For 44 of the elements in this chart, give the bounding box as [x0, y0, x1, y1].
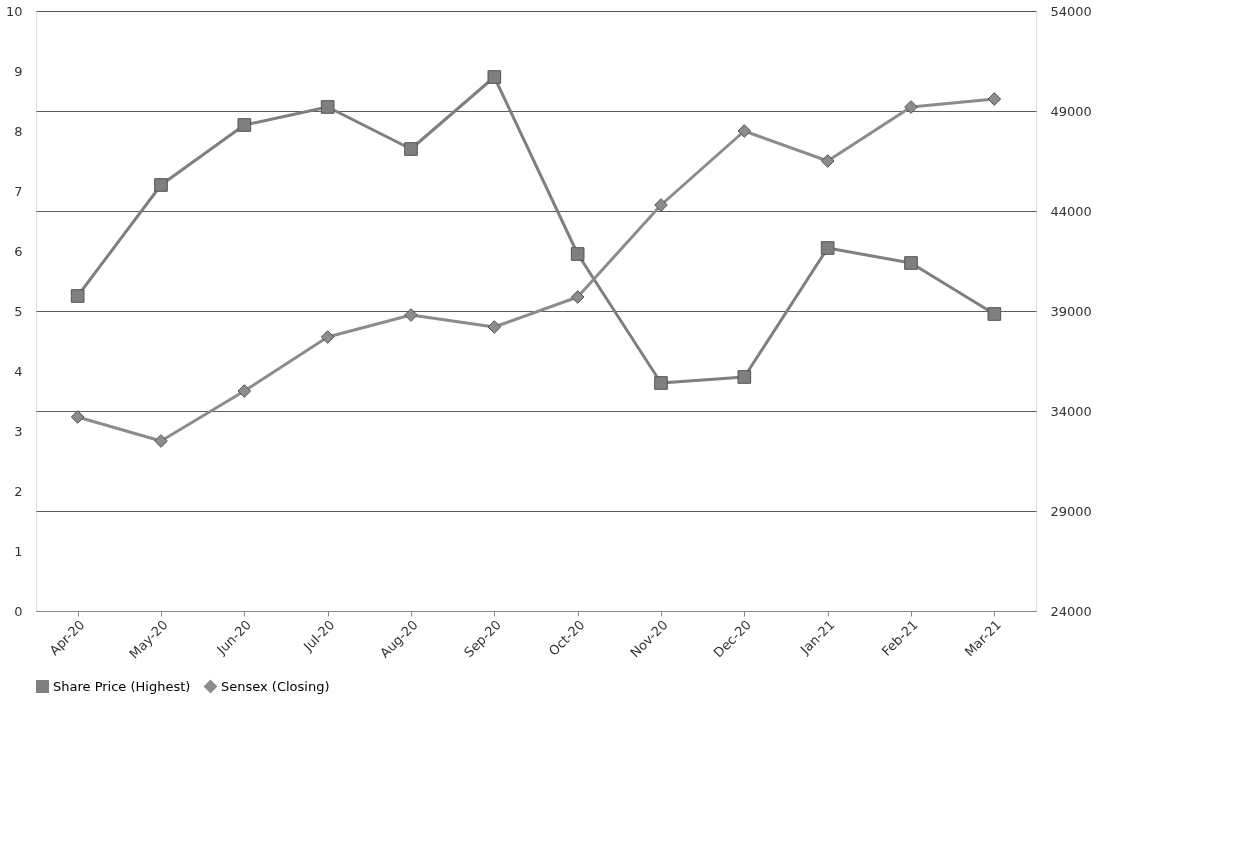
- point: [320, 330, 335, 344]
- y-tick-label: 7: [14, 183, 23, 199]
- point: [820, 154, 835, 168]
- y2-tick-label: 29000: [1050, 503, 1092, 519]
- point: [154, 178, 168, 192]
- y-tick-label: 4: [14, 363, 23, 379]
- point: [404, 308, 418, 322]
- y2-tick-label: 44000: [1050, 203, 1092, 219]
- y2-tick-label: 39000: [1050, 303, 1092, 319]
- point: [487, 320, 502, 334]
- point: [320, 100, 335, 114]
- y-tick-label: 1: [14, 543, 23, 559]
- y2-tick-label: 24000: [1050, 603, 1092, 619]
- point: [737, 124, 752, 138]
- point: [570, 290, 585, 304]
- point: [404, 142, 418, 156]
- point: [70, 410, 85, 424]
- point: [237, 118, 252, 132]
- point: [904, 100, 918, 114]
- point: [570, 247, 585, 261]
- point: [987, 92, 1002, 106]
- y-tick-label: 0: [14, 603, 23, 619]
- y-tick-label: 8: [14, 123, 23, 139]
- point: [70, 289, 85, 303]
- point: [904, 256, 918, 270]
- legend-label: Share Price (Highest): [53, 678, 191, 694]
- legend-label: Sensex (Closing): [221, 678, 330, 694]
- point: [987, 307, 1002, 321]
- y-tick-label: 5: [14, 303, 23, 319]
- y-tick-label: 3: [14, 423, 23, 439]
- point: [820, 241, 835, 255]
- y-tick-label: 9: [14, 63, 23, 79]
- point: [654, 376, 668, 390]
- y-tick-label: 6: [14, 243, 23, 259]
- y2-tick-label: 54000: [1050, 3, 1092, 19]
- point: [487, 70, 502, 84]
- point: [237, 384, 252, 398]
- y2-tick-label: 49000: [1050, 103, 1092, 119]
- y-tick-label: 10: [5, 3, 23, 19]
- point: [654, 198, 668, 212]
- y-tick-label: 2: [14, 483, 23, 499]
- y2-tick-label: 34000: [1050, 403, 1092, 419]
- point: [737, 370, 752, 384]
- point: [154, 434, 168, 448]
